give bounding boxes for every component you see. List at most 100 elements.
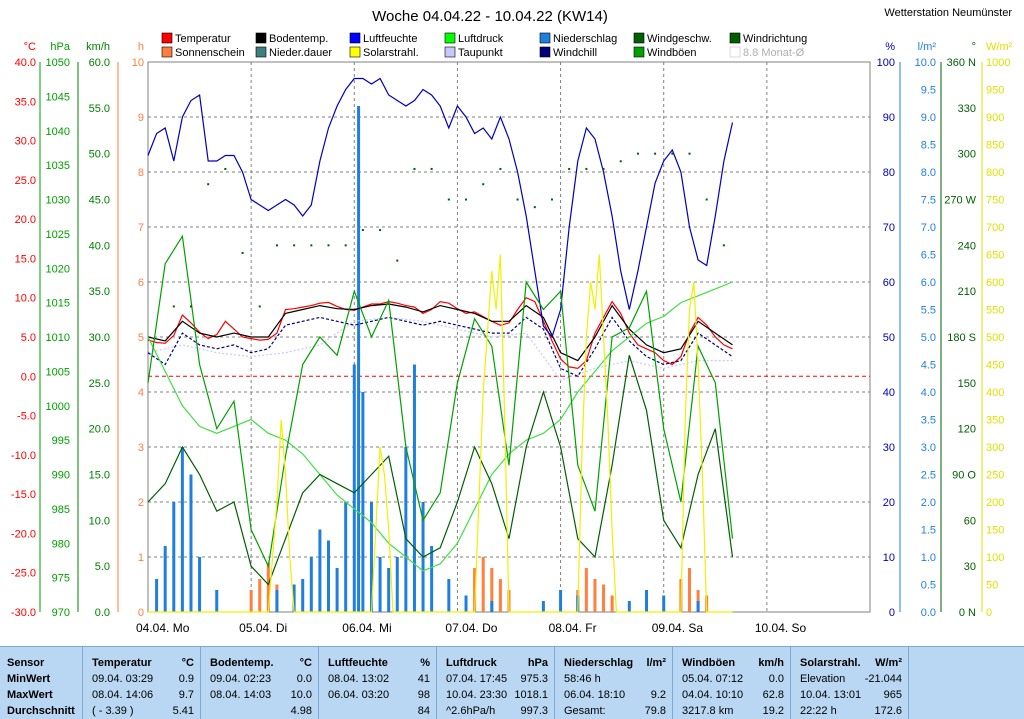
pressure-axis-tick-label: 1015 (46, 298, 70, 310)
wind-direction-dot (550, 198, 553, 201)
footer-time: 09.04. 02:23 (210, 673, 272, 685)
rain-axis-tick-label: 4.0 (921, 387, 936, 399)
footer-row: ( - 3.39 ) 5.41 (82, 703, 200, 719)
footer-header: Solarstrahl. (800, 657, 861, 669)
footer-row: 06.04. 03:20 98 (318, 687, 436, 703)
rain-bar (275, 590, 279, 612)
footer-value: 0.0 (296, 673, 312, 685)
footer-unit: l/m² (646, 657, 666, 669)
direction-axis-tick-label: 240 (958, 240, 976, 252)
legend-label: Solarstrahl. (363, 47, 419, 59)
rain-bar (352, 364, 356, 612)
wind-direction-dot (258, 305, 261, 308)
rain-axis-tick-label: 1.0 (921, 552, 936, 564)
rain-bar (369, 502, 373, 612)
footer-time: 58:46 h (564, 673, 601, 685)
footer-value: 5.41 (172, 705, 194, 717)
day-label: 07.04. Do (445, 621, 497, 635)
pressure-axis-tick-label: 1045 (46, 91, 70, 103)
legend-label: Windgeschw. (647, 33, 712, 45)
rain-bar (309, 557, 313, 612)
legend-label: Bodentemp. (269, 33, 328, 45)
sun-axis-tick-label: 7 (138, 222, 144, 234)
footer-value: 79.8 (644, 705, 666, 717)
rain-bar (335, 568, 339, 612)
pressure-axis-tick-label: 995 (52, 435, 70, 447)
humidity-axis-tick-label: 80 (883, 167, 895, 179)
footer-value: 965 (883, 689, 902, 701)
humidity-axis-tick-label: 20 (883, 497, 895, 509)
footer-header-row: Temperatur °C (82, 655, 200, 671)
footer-unit: °C (181, 657, 194, 669)
legend-swatch (255, 46, 267, 58)
direction-axis-tick-label: 300 (958, 149, 976, 161)
footer-row: 10.04. 13:01 965 (790, 687, 908, 703)
temp-axis-tick-label: 15.0 (15, 253, 36, 265)
series-windchill-line (147, 316, 733, 378)
series-solarstrahl-line (148, 254, 733, 613)
direction-axis-tick-label: 60 (964, 515, 976, 527)
humidity-axis-tick-label: 50 (883, 332, 895, 344)
pressure-axis-tick-label: 1040 (46, 126, 70, 138)
footer-header-row: Luftfeuchte% (318, 655, 436, 671)
footer-header-row: Solarstrahl. W/m² (790, 655, 908, 671)
footer-row: 3217.8 km 19.2 (672, 703, 790, 719)
wind-direction-dot (568, 167, 571, 170)
solar-axis-tick-label: 100 (986, 552, 1004, 564)
legend-label: Windböen (647, 47, 697, 59)
solar-axis-tick-label: 350 (986, 415, 1004, 427)
footer-col-luftdruck: Luftdruck hPa 07.04. 17:45 975.3 10.04. 23:3… (436, 647, 555, 719)
solar-axis-tick-label: 500 (986, 332, 1004, 344)
footer-time: 3217.8 km (682, 705, 734, 717)
rain-bar (662, 595, 666, 612)
sun-axis-tick-label: 8 (138, 167, 144, 179)
direction-axis-tick-label: 30 (964, 561, 976, 573)
footer-time: 10.04. 23:30 (446, 689, 508, 701)
legend-swatch (633, 46, 645, 58)
rain-bar (412, 364, 416, 612)
solar-axis-tick-label: 200 (986, 497, 1004, 509)
direction-axis-unit: ° (972, 41, 976, 53)
solar-axis-tick-label: 600 (986, 277, 1004, 289)
wind-axis-tick-label: 50.0 (89, 149, 110, 161)
sunshine-bar (266, 562, 270, 612)
solar-axis-tick-label: 650 (986, 250, 1004, 262)
wind-direction-dot (293, 244, 296, 247)
sunshine-bar (473, 568, 477, 612)
pressure-axis-tick-label: 1025 (46, 229, 70, 241)
footer-row: 4.98 (200, 703, 318, 719)
footer-col-solarstrahl: Solarstrahl. W/m² Elevation -21.044 10.04. 1… (790, 647, 909, 719)
rain-bar (180, 447, 184, 612)
solar-axis-tick-label: 1000 (986, 57, 1010, 69)
wind-axis-tick-label: 40.0 (89, 240, 110, 252)
wind-direction-dot (688, 152, 691, 155)
wind-axis-unit: km/h (86, 41, 110, 53)
temp-axis-tick-label: 10.0 (15, 293, 36, 305)
wind-direction-dot (499, 167, 502, 170)
footer-col-temperatur: Temperatur °C 09.04. 03:29 0.9 08.04. 14:06 9… (82, 647, 201, 719)
sun-axis-tick-label: 9 (138, 112, 144, 124)
legend-swatch (633, 32, 645, 44)
footer-row-label: MaxWert (7, 689, 53, 701)
rain-bar (155, 579, 159, 612)
footer-unit: W/m² (875, 657, 902, 669)
temp-axis-tick-label: -5.0 (17, 411, 36, 423)
wind-axis-tick-label: 55.0 (89, 103, 110, 115)
rain-axis-tick-label: 4.5 (921, 360, 936, 372)
rain-bar (645, 590, 649, 612)
rain-axis-tick-label: 0.5 (921, 580, 936, 592)
direction-axis-tick-label: 270 W (944, 195, 976, 207)
rain-bar (387, 568, 391, 612)
wind-direction-dot (344, 244, 347, 247)
wind-direction-dot (533, 206, 536, 209)
humidity-axis-tick-label: 90 (883, 112, 895, 124)
solar-axis-tick-label: 550 (986, 305, 1004, 317)
footer-row-label: Durchschnitt (7, 705, 75, 717)
wind-direction-dot (619, 160, 622, 163)
rain-bar (172, 502, 176, 612)
rain-axis-tick-label: 2.0 (921, 497, 936, 509)
pressure-axis-unit: hPa (50, 41, 70, 53)
footer-header: Windböen (682, 657, 736, 669)
temp-axis-tick-label: 35.0 (15, 96, 36, 108)
solar-axis-tick-label: 50 (986, 580, 998, 592)
